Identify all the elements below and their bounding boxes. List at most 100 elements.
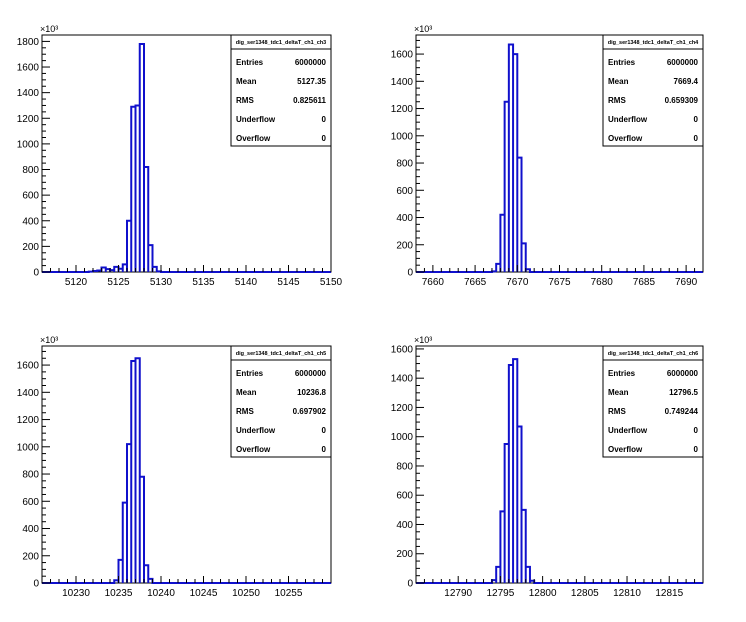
stats-value-entries: 6000000 [667,58,699,67]
histogram-bin [526,269,530,272]
stats-value-mean: 7669.4 [674,77,699,86]
histogram-bin [148,579,152,583]
y-tick-label: 0 [407,579,413,590]
stats-box-frame [230,34,332,147]
y-tick-label: 800 [22,470,39,481]
x-tick-label: 12815 [655,588,683,599]
stats-label-underflow: Underflow [608,115,648,124]
stats-value-underflow: 0 [322,426,327,435]
histogram-bin [119,269,123,272]
stats-value-underflow: 0 [694,426,699,435]
stats-label-mean: Mean [236,388,257,397]
y-tick-label: 1600 [391,344,414,355]
histogram-bin [526,567,530,583]
stats-label-entries: Entries [608,58,636,67]
y-tick-label: 200 [22,551,39,562]
histogram-bin [127,444,131,583]
stats-value-mean: 10236.8 [297,388,326,397]
histogram-bin [492,271,496,272]
x-tick-label: 5135 [192,277,215,288]
stats-label-rms: RMS [608,407,626,416]
histogram-bin [131,361,135,583]
y-tick-label: 1200 [391,104,414,115]
histogram-bin [140,477,144,583]
y-multiplier-label: ×10³ [40,24,58,34]
y-tick-label: 400 [396,520,413,531]
y-tick-label: 200 [22,242,39,253]
stats-box-frame [602,34,704,147]
histogram-bin [513,54,517,272]
stats-value-overflow: 0 [322,445,327,454]
y-tick-label: 0 [33,579,39,590]
x-tick-label: 5140 [235,277,258,288]
stats-value-entries: 6000000 [667,369,699,378]
histogram-bin [127,221,131,272]
y-tick-label: 0 [407,268,413,279]
histogram-bin [522,243,526,272]
y-tick-label: 600 [396,186,413,197]
x-tick-label: 7675 [548,277,571,288]
stats-value-rms: 0.825611 [293,96,326,105]
histogram-bin [496,264,500,272]
stats-label-entries: Entries [236,58,264,67]
stats-box: dig_ser1348_tdc1_deltaT_ch1_ch4 Entries 60… [602,34,704,147]
stats-label-rms: RMS [236,96,254,105]
y-tick-label: 1600 [391,50,414,61]
x-tick-label: 10230 [62,588,90,599]
stats-value-overflow: 0 [694,445,699,454]
histogram-bin [530,581,534,583]
stats-value-underflow: 0 [322,115,327,124]
stats-value-mean: 12796.5 [669,388,698,397]
y-tick-label: 600 [22,191,39,202]
x-tick-label: 10235 [105,588,133,599]
stats-label-overflow: Overflow [608,445,643,454]
stats-label-mean: Mean [236,77,257,86]
y-tick-label: 400 [22,216,39,227]
stats-label-mean: Mean [608,77,629,86]
x-tick-label: 12795 [487,588,515,599]
y-tick-label: 200 [396,240,413,251]
x-tick-label: 7685 [633,277,656,288]
x-tick-label: 10255 [275,588,303,599]
histogram-bin [505,102,509,272]
y-tick-label: 800 [22,165,39,176]
stats-box: dig_ser1348_tdc1_deltaT_ch1_ch3 Entries 60… [230,34,332,147]
y-tick-label: 1000 [391,131,414,142]
stats-value-rms: 0.659309 [665,96,699,105]
y-tick-label: 1000 [391,432,414,443]
stats-label-rms: RMS [236,407,254,416]
histogram-bin [136,358,140,583]
histogram-bin [509,365,513,583]
histogram-bin [106,269,110,272]
histogram-bin [148,245,152,272]
x-tick-label: 7680 [591,277,614,288]
histogram-line [42,42,331,273]
histogram-line [42,357,331,584]
histogram-pad-4: 12790 12795 12800 12805 12810 12815 0 200 400 600… [391,335,704,599]
y-tick-label: 1600 [17,63,40,74]
histogram-title: dig_ser1348_tdc1_deltaT_ch1_ch6 [608,351,699,357]
y-tick-label: 1400 [17,388,40,399]
stats-label-mean: Mean [608,388,629,397]
y-tick-label: 1200 [17,415,40,426]
y-tick-label: 600 [396,491,413,502]
y-tick-label: 0 [33,268,39,279]
y-multiplier-label: ×10³ [40,335,58,345]
histogram-title: dig_ser1348_tdc1_deltaT_ch1_ch3 [236,40,327,46]
histogram-pad-2: 7660 7665 7670 7675 7680 7685 7690 0 200 400 600 80… [391,24,704,288]
y-tick-label: 200 [396,549,413,560]
y-tick-label: 1400 [391,374,414,385]
stats-box: dig_ser1348_tdc1_deltaT_ch1_ch5 Entries 60… [230,345,332,458]
stats-label-overflow: Overflow [236,134,271,143]
histogram-bin [144,565,148,583]
histogram-line [416,358,703,584]
histogram-bin [500,215,504,272]
stats-label-rms: RMS [608,96,626,105]
y-tick-label: 800 [396,461,413,472]
histogram-bin [123,503,127,583]
histogram-bin [93,271,97,272]
histogram-title: dig_ser1348_tdc1_deltaT_ch1_ch5 [236,351,327,357]
histogram-bin [123,264,127,272]
stats-label-entries: Entries [236,369,264,378]
stats-label-underflow: Underflow [236,426,276,435]
